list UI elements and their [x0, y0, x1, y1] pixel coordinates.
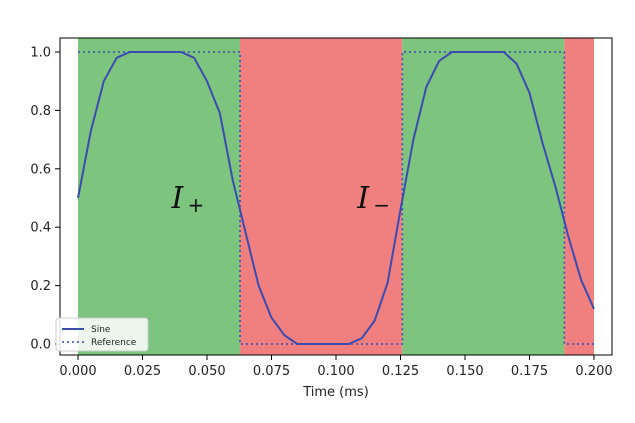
y-tick-label: 0.6 — [30, 162, 51, 177]
x-tick-label: 0.175 — [511, 364, 548, 379]
region-band-2 — [402, 38, 565, 355]
x-tick-label: 0.150 — [446, 364, 483, 379]
x-tick-label: 0.200 — [575, 364, 612, 379]
region-label-subscript-1: − — [373, 193, 390, 217]
region-label-0: I — [171, 181, 185, 216]
region-band-0 — [78, 38, 241, 355]
region-label-1: I — [356, 181, 370, 216]
shaded-regions — [78, 38, 594, 355]
x-tick-label: 0.125 — [382, 364, 419, 379]
region-labels: I + I − — [171, 181, 391, 217]
y-axis: 0.0 0.2 0.4 0.6 0.8 1.0 — [30, 46, 60, 353]
sine-line — [77, 51, 595, 345]
region-band-1 — [240, 38, 403, 355]
y-tick-label: 0.2 — [30, 279, 51, 294]
region-band-3 — [564, 38, 594, 355]
y-tick-label: 1.0 — [30, 46, 51, 61]
x-tick-label: 0.075 — [253, 364, 290, 379]
region-label-subscript-0: + — [188, 193, 205, 217]
sine-series — [77, 51, 595, 345]
x-axis: 0.000 0.025 0.050 0.075 0.100 0.125 0.150 0.175… — [59, 355, 613, 379]
y-tick-label: 0.0 — [30, 338, 51, 353]
legend-label-0: Sine — [91, 325, 111, 335]
x-tick-label: 0.100 — [317, 364, 354, 379]
x-tick-label: 0.000 — [59, 364, 96, 379]
legend: Sine Reference — [55, 317, 149, 352]
x-tick-label: 0.025 — [124, 364, 161, 379]
reference-line — [78, 51, 594, 345]
legend-label-1: Reference — [91, 338, 137, 348]
y-tick-label: 0.4 — [30, 221, 51, 236]
reference-series — [78, 51, 594, 345]
x-axis-label: Time (ms) — [302, 385, 369, 400]
x-tick-label: 0.050 — [188, 364, 225, 379]
y-tick-label: 0.8 — [30, 104, 51, 119]
